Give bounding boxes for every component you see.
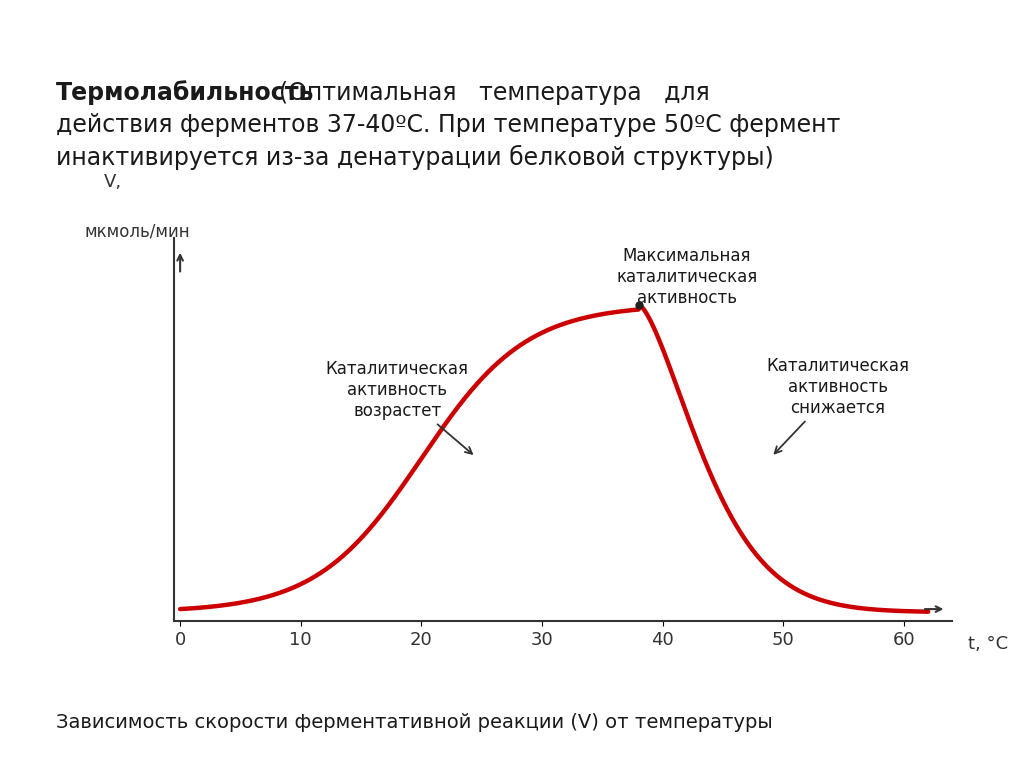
Text: V,: V,: [104, 173, 122, 190]
Text: Зависимость скорости ферментативной реакции (V) от температуры: Зависимость скорости ферментативной реак…: [56, 713, 773, 732]
Text: t, °C: t, °C: [968, 635, 1008, 653]
Text: Максимальная
каталитическая
активность: Максимальная каталитическая активность: [616, 247, 758, 307]
Text: инактивируется из-за денатурации белковой структуры): инактивируется из-за денатурации белково…: [56, 145, 774, 170]
Text: Каталитическая
активность
возрастет: Каталитическая активность возрастет: [326, 360, 472, 454]
Text: мкмоль/мин: мкмоль/мин: [85, 222, 190, 240]
Text: (Оптимальная   температура   для: (Оптимальная температура для: [264, 81, 710, 104]
Text: Термолабильность: Термолабильность: [56, 81, 314, 105]
Text: Каталитическая
активность
снижается: Каталитическая активность снижается: [766, 357, 909, 453]
Text: действия ферментов 37-40ºС. При температуре 50ºС фермент: действия ферментов 37-40ºС. При температ…: [56, 113, 841, 137]
